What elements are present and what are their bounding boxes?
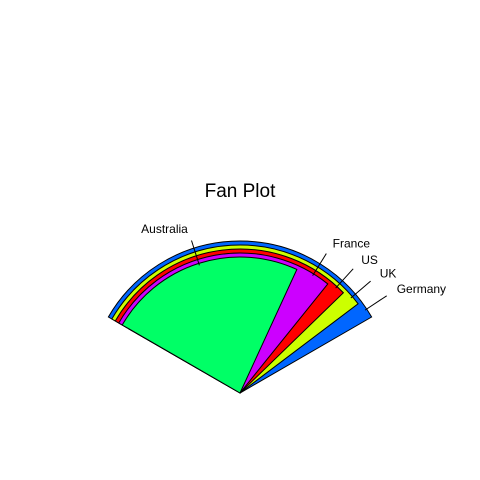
chart-title: Fan Plot [205,181,276,202]
leader-line-germany [364,295,387,311]
leader-line-australia [191,240,200,266]
leader-line-france [312,253,327,276]
slice-label-australia: Australia [141,222,188,236]
slice-label-france: France [333,236,371,250]
slice-label-germany: Germany [397,282,446,296]
slice-label-us: US [361,253,378,267]
leader-line-us [335,268,354,289]
leader-line-uk [350,280,371,299]
slice-label-uk: UK [380,266,397,280]
fan-sectors [107,240,373,394]
